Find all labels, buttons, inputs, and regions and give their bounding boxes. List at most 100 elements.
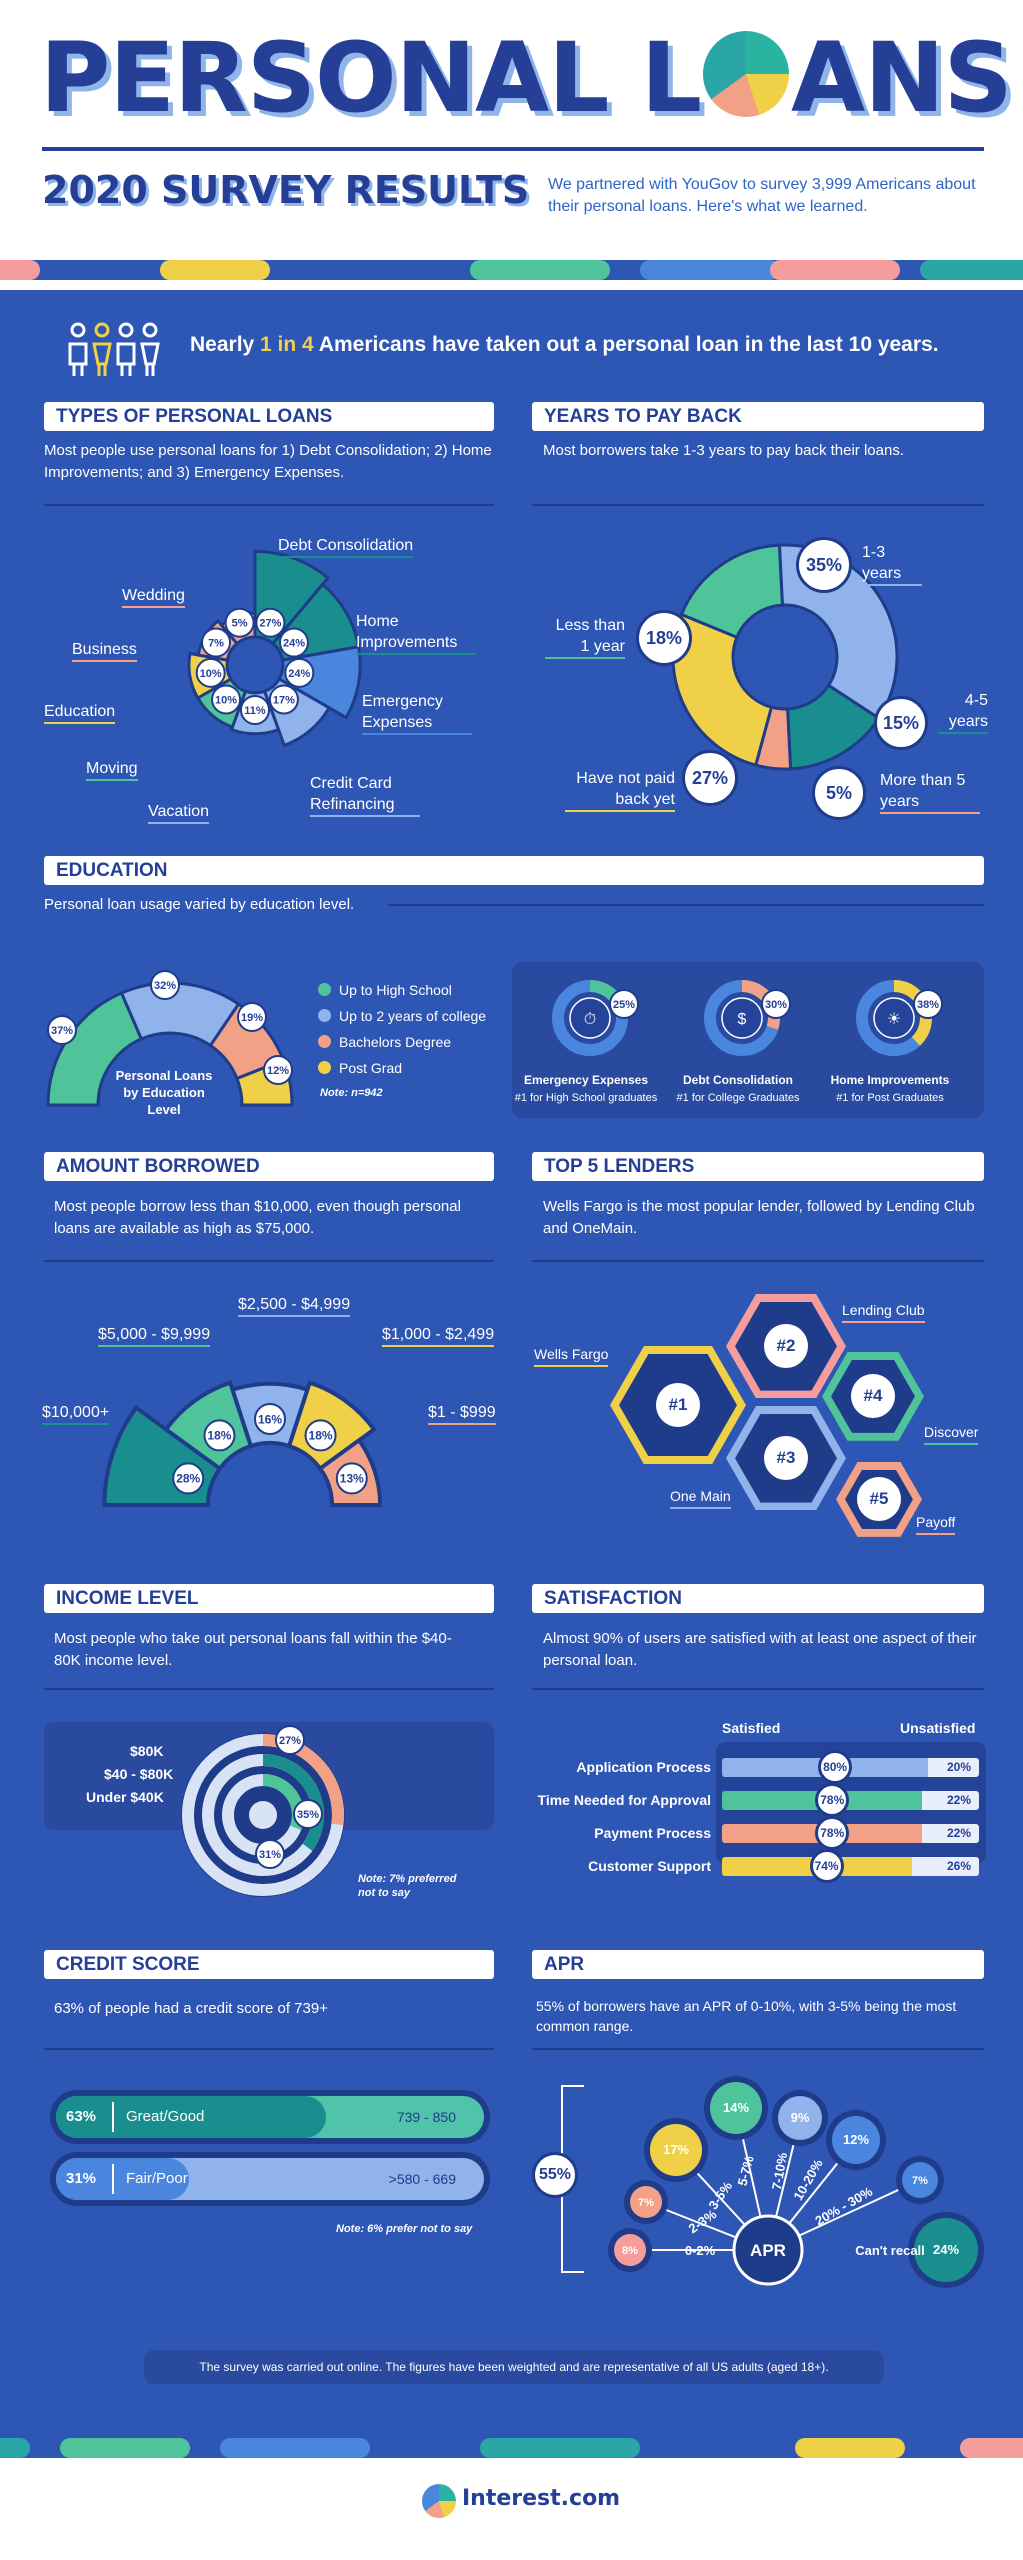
header-description: We partnered with YouGov to survey 3,999… [548, 176, 976, 215]
svg-text:31%: 31% [259, 1849, 281, 1861]
education-top-ring: $30% [704, 980, 791, 1056]
types-value-label: 7% [201, 627, 232, 658]
years-slice [679, 543, 784, 640]
apr-node: 8% [608, 2228, 652, 2272]
category-icon: $ [738, 1011, 747, 1028]
income-ring [263, 1734, 344, 1826]
credit-percent: 31% [66, 2170, 97, 2187]
satisfaction-text: Almost 90% of users are satisfied with a… [543, 1630, 977, 1669]
brand-logo-icon [422, 2484, 456, 2518]
satisfied-value: 78% [815, 1783, 850, 1817]
label-education: Education [44, 701, 116, 724]
types-text: Most people use personal loans for 1) De… [44, 442, 492, 481]
page-title: PERSONAL L ANS [40, 22, 1013, 134]
title-part-1: PERSONAL L [40, 22, 702, 134]
legend-label: Post Grad [339, 1060, 403, 1076]
types-value-label: 24% [278, 627, 309, 658]
satisfaction-category: Customer Support [588, 1858, 711, 1874]
svg-text:12%: 12% [267, 1065, 289, 1077]
credit-bar: 31% Fair/Poor >580 - 669 [50, 2152, 490, 2206]
apr-range-label: 7-10% [769, 2151, 790, 2191]
sat-col-unsatisfied: Unsatisfied [900, 1720, 976, 1736]
credit-note: Note: 6% prefer not to say [336, 2223, 473, 2235]
education-center-label: Personal Loans by Education Level [115, 1068, 213, 1117]
svg-text:16%: 16% [258, 1412, 282, 1426]
svg-text:17%: 17% [663, 2142, 689, 2157]
svg-text:13%: 13% [340, 1472, 364, 1486]
lender-name: Wells Fargo [534, 1344, 609, 1367]
amount-value-label: 28% [172, 1462, 205, 1495]
apr-range-label: 20% - 30% [812, 2183, 875, 2228]
credit-bar: 63% Great/Good 739 - 850 [50, 2090, 490, 2144]
amount-value-label: 18% [203, 1419, 236, 1452]
legend-dot-icon [318, 1035, 331, 1048]
section-amount: AMOUNT BORROWED [44, 1152, 494, 1181]
education-top-subtitle: #1 for High School graduates [514, 1092, 658, 1104]
lender-rank: #4 [851, 1374, 895, 1419]
label-1-3-years: 1-3 years [862, 542, 922, 586]
legend-dot-icon [318, 1061, 331, 1074]
education-legend-item: Bachelors Degree [318, 1032, 451, 1053]
lender-rank: #2 [764, 1324, 808, 1369]
lender-name: Lending Club [842, 1300, 925, 1323]
svg-text:18%: 18% [309, 1429, 333, 1443]
section-income: INCOME LEVEL [44, 1584, 494, 1613]
label-vacation: Vacation [148, 801, 210, 824]
credit-category: Fair/Poor [126, 2170, 188, 2187]
types-value-label: 11% [240, 695, 270, 725]
education-text: Personal loan usage varied by education … [44, 896, 355, 913]
income-text: Most people who take out personal loans … [54, 1630, 452, 1669]
page-subtitle: 2020 SURVEY RESULTS [42, 168, 530, 212]
income-chart: 27% 35% 31% [181, 1725, 345, 1897]
label-credit-card: Credit Card Refinancing [310, 773, 420, 817]
education-top-subtitle: #1 for College Graduates [676, 1092, 800, 1104]
education-chart: 37% 32% 19% 12% [46, 970, 294, 1107]
svg-text:17%: 17% [273, 694, 295, 706]
label-10000-plus: $10,000+ [42, 1402, 110, 1425]
satisfaction-category: Payment Process [594, 1825, 711, 1841]
education-top-subtitle: #1 for Post Graduates [836, 1092, 944, 1104]
credit-range: 739 - 850 [396, 2109, 456, 2125]
satisfaction-bar: 26% [722, 1857, 979, 1876]
section-satisfaction: SATISFACTION [532, 1584, 984, 1613]
types-value-label: 27% [255, 607, 286, 638]
apr-node: 7% [896, 2156, 944, 2204]
svg-text:9%: 9% [791, 2110, 810, 2125]
apr-center-label: APR [750, 2241, 786, 2260]
amount-value-label: 16% [254, 1403, 286, 1435]
bubble-15: 15% [874, 696, 928, 750]
types-value-label: 10% [211, 684, 242, 715]
credit-fill [56, 2096, 326, 2138]
lender-rank: #5 [857, 1477, 901, 1522]
svg-text:24%: 24% [933, 2242, 959, 2257]
svg-text:28%: 28% [176, 1472, 200, 1486]
satisfaction-category: Application Process [576, 1759, 711, 1775]
category-icon: ⏱ [584, 1011, 596, 1028]
svg-text:7%: 7% [912, 2175, 928, 2187]
lender-name: Discover [924, 1422, 979, 1445]
apr-node: 14% [704, 2076, 768, 2140]
legend-label: Bachelors Degree [339, 1034, 452, 1050]
svg-text:19%: 19% [241, 1012, 263, 1024]
legend-label: Up to High School [339, 982, 452, 998]
satisfaction-category: Time Needed for Approval [537, 1792, 711, 1808]
credit-fill [56, 2158, 189, 2200]
apr-range-label: 3-5% [705, 2178, 735, 2212]
education-top-value: 38% [913, 989, 943, 1019]
years-chart [671, 543, 899, 771]
people-icon [68, 322, 160, 376]
unsatisfied-fill: 26% [912, 1857, 979, 1876]
lender-rank: #3 [764, 1436, 808, 1481]
apr-range-label: Can't recall [855, 2243, 925, 2258]
headline: Nearly 1 in 4 Americans have taken out a… [190, 333, 939, 356]
income-ring [263, 1754, 324, 1851]
types-value-label: 5% [224, 607, 255, 638]
apr-node: 12% [826, 2110, 886, 2170]
bottom-color-band [0, 2438, 1023, 2458]
credit-percent: 63% [66, 2108, 97, 2125]
unsatisfied-fill: 22% [922, 1824, 979, 1843]
education-legend-item: Post Grad [318, 1058, 402, 1079]
income-label-40-80k: $40 - $80K [104, 1766, 174, 1782]
education-top-ring: ☀ 38% [856, 980, 943, 1056]
apr-center [732, 2214, 804, 2286]
